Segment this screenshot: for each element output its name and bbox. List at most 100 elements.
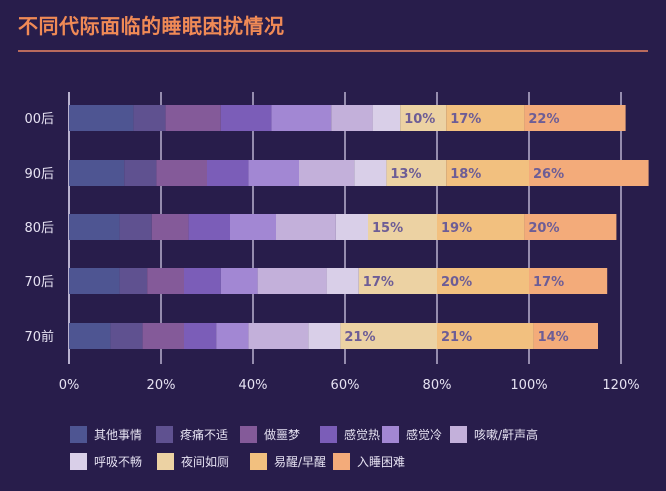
legend-item[interactable]: 入睡困难 <box>333 453 405 470</box>
x-axis-tick-label: 120% <box>602 378 639 393</box>
legend-swatch <box>156 426 173 443</box>
bar-segment[interactable] <box>156 160 207 186</box>
legend-swatch <box>70 453 87 470</box>
legend-label: 易醒/早醒 <box>274 455 327 469</box>
data-label: 17% <box>363 275 394 290</box>
x-axis-tick-label: 80% <box>423 378 452 393</box>
bar-segment[interactable] <box>257 268 327 294</box>
bar-segment[interactable] <box>207 160 249 186</box>
data-label: 18% <box>450 167 481 182</box>
bar-segment[interactable] <box>69 214 120 240</box>
data-label: 21% <box>441 330 472 345</box>
bar-segment[interactable] <box>271 105 332 131</box>
bar-segment[interactable] <box>230 214 276 240</box>
bar-segment[interactable] <box>368 214 437 240</box>
bar-segment[interactable] <box>524 105 626 131</box>
bar-segment[interactable] <box>151 214 189 240</box>
legend-item[interactable]: 易醒/早醒 <box>250 453 326 470</box>
legend-item[interactable]: 做噩梦 <box>240 426 300 443</box>
bar-segment[interactable] <box>69 105 134 131</box>
bar-segment[interactable] <box>184 323 217 349</box>
legend-swatch <box>157 453 174 470</box>
bar-segment[interactable] <box>299 160 355 186</box>
legend-label: 疼痛不适 <box>180 428 229 442</box>
bar-segment[interactable] <box>119 214 152 240</box>
bar-segment[interactable] <box>354 160 387 186</box>
bar-segment[interactable] <box>110 323 143 349</box>
data-label: 13% <box>390 167 421 182</box>
y-axis-label: 00后 <box>24 112 54 127</box>
bar-segment[interactable] <box>119 268 148 294</box>
legend-item[interactable]: 呼吸不畅 <box>70 453 142 470</box>
legend-item[interactable]: 其他事情 <box>70 426 142 443</box>
data-label: 20% <box>528 221 559 236</box>
bar-segment[interactable] <box>133 105 166 131</box>
bars <box>69 105 649 349</box>
data-label: 15% <box>372 221 403 236</box>
legend-swatch <box>333 453 350 470</box>
bar-segment[interactable] <box>340 323 437 349</box>
bar-segment[interactable] <box>69 160 125 186</box>
bar-segment[interactable] <box>220 105 272 131</box>
chart-title: 不同代际面临的睡眠困扰情况 <box>18 14 285 38</box>
y-axis-label: 80后 <box>24 221 54 236</box>
bar-segment[interactable] <box>372 105 401 131</box>
bar-segment[interactable] <box>326 268 359 294</box>
bar-segment[interactable] <box>308 323 341 349</box>
x-axis-tick-label: 40% <box>239 378 268 393</box>
legend-swatch <box>240 426 257 443</box>
bar-segment[interactable] <box>69 323 111 349</box>
bar-segment[interactable] <box>248 160 299 186</box>
data-label: 22% <box>528 112 559 127</box>
bar-segment[interactable] <box>142 323 184 349</box>
legend-item[interactable]: 疼痛不适 <box>156 426 228 443</box>
bar-segment[interactable] <box>533 323 598 349</box>
bar-segment[interactable] <box>216 323 249 349</box>
data-label: 10% <box>404 112 435 127</box>
bar-segment[interactable] <box>358 268 437 294</box>
bar-segment[interactable] <box>446 160 529 186</box>
legend-label: 感觉冷 <box>406 428 443 442</box>
data-label: 17% <box>450 112 481 127</box>
legend-item[interactable]: 咳嗽/鼾声高 <box>450 426 538 443</box>
legend-label: 夜间如厕 <box>181 455 230 469</box>
y-axis-label: 90后 <box>24 167 54 182</box>
bar-segment[interactable] <box>446 105 525 131</box>
title-divider <box>18 50 648 52</box>
legend-item[interactable]: 夜间如厕 <box>157 453 229 470</box>
bar-segment[interactable] <box>220 268 258 294</box>
bar-segment[interactable] <box>276 214 336 240</box>
x-axis-tick-label: 20% <box>147 378 176 393</box>
legend-label: 呼吸不畅 <box>94 455 143 469</box>
bar-segment[interactable] <box>69 268 120 294</box>
legend-swatch <box>70 426 87 443</box>
legend-item[interactable]: 感觉热 <box>320 426 380 443</box>
bar-segment[interactable] <box>529 160 649 186</box>
bar-segment[interactable] <box>437 214 525 240</box>
bar-segment[interactable] <box>248 323 309 349</box>
x-axis-tick-label: 60% <box>331 378 360 393</box>
bar-segment[interactable] <box>331 105 373 131</box>
bar-segment[interactable] <box>400 105 447 131</box>
bar-segment[interactable] <box>124 160 157 186</box>
bar-segment[interactable] <box>386 160 447 186</box>
y-axis-label: 70前 <box>24 329 54 345</box>
bar-segment[interactable] <box>184 268 221 294</box>
bar-segment[interactable] <box>529 268 608 294</box>
bar-segment[interactable] <box>147 268 184 294</box>
legend-label: 入睡困难 <box>357 455 406 469</box>
bar-segment[interactable] <box>335 214 368 240</box>
bar-segment[interactable] <box>437 323 534 349</box>
legend-label: 做噩梦 <box>264 428 301 442</box>
bar-segment[interactable] <box>165 105 221 131</box>
y-axis-labels: 00后 90后 80后 70后 70前 <box>24 112 54 345</box>
bar-segment[interactable] <box>524 214 617 240</box>
legend-item[interactable]: 感觉冷 <box>382 426 442 443</box>
legend-label: 感觉热 <box>344 428 381 442</box>
x-axis-tick-label: 0% <box>59 378 80 393</box>
bar-segment[interactable] <box>188 214 230 240</box>
bar-segment[interactable] <box>437 268 529 294</box>
legend-swatch <box>320 426 337 443</box>
legend-label: 咳嗽/鼾声高 <box>474 428 539 442</box>
legend-label: 其他事情 <box>94 428 143 442</box>
